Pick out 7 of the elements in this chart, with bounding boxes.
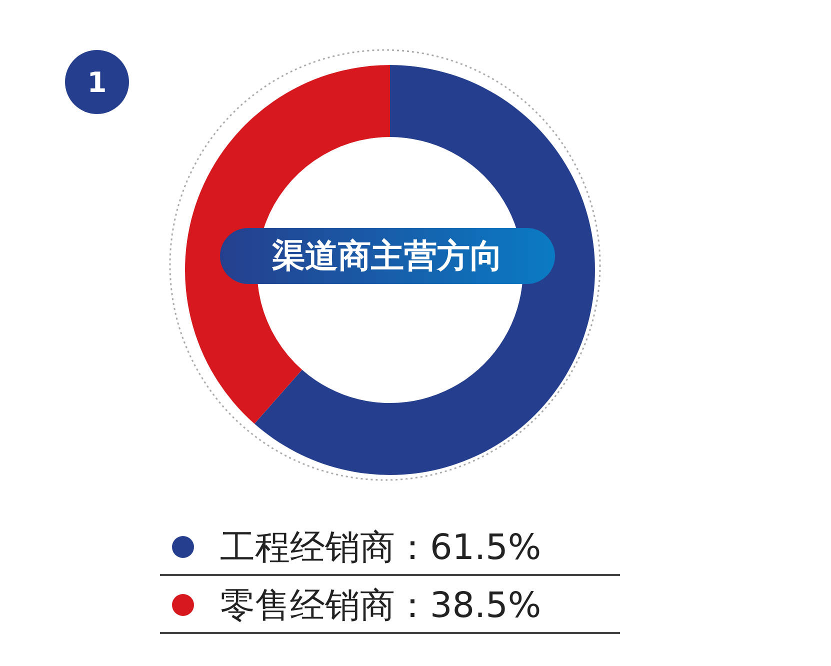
legend-label: 工程经销商 — [220, 528, 395, 568]
data-label: ：38.5% — [395, 586, 542, 626]
donut-slice — [254, 65, 595, 475]
legend-label: 零售经销商 — [220, 586, 395, 626]
text: 1 — [65, 50, 129, 114]
text: 渠道商主营方向 — [220, 228, 555, 284]
data-label: ：61.5% — [395, 528, 542, 568]
